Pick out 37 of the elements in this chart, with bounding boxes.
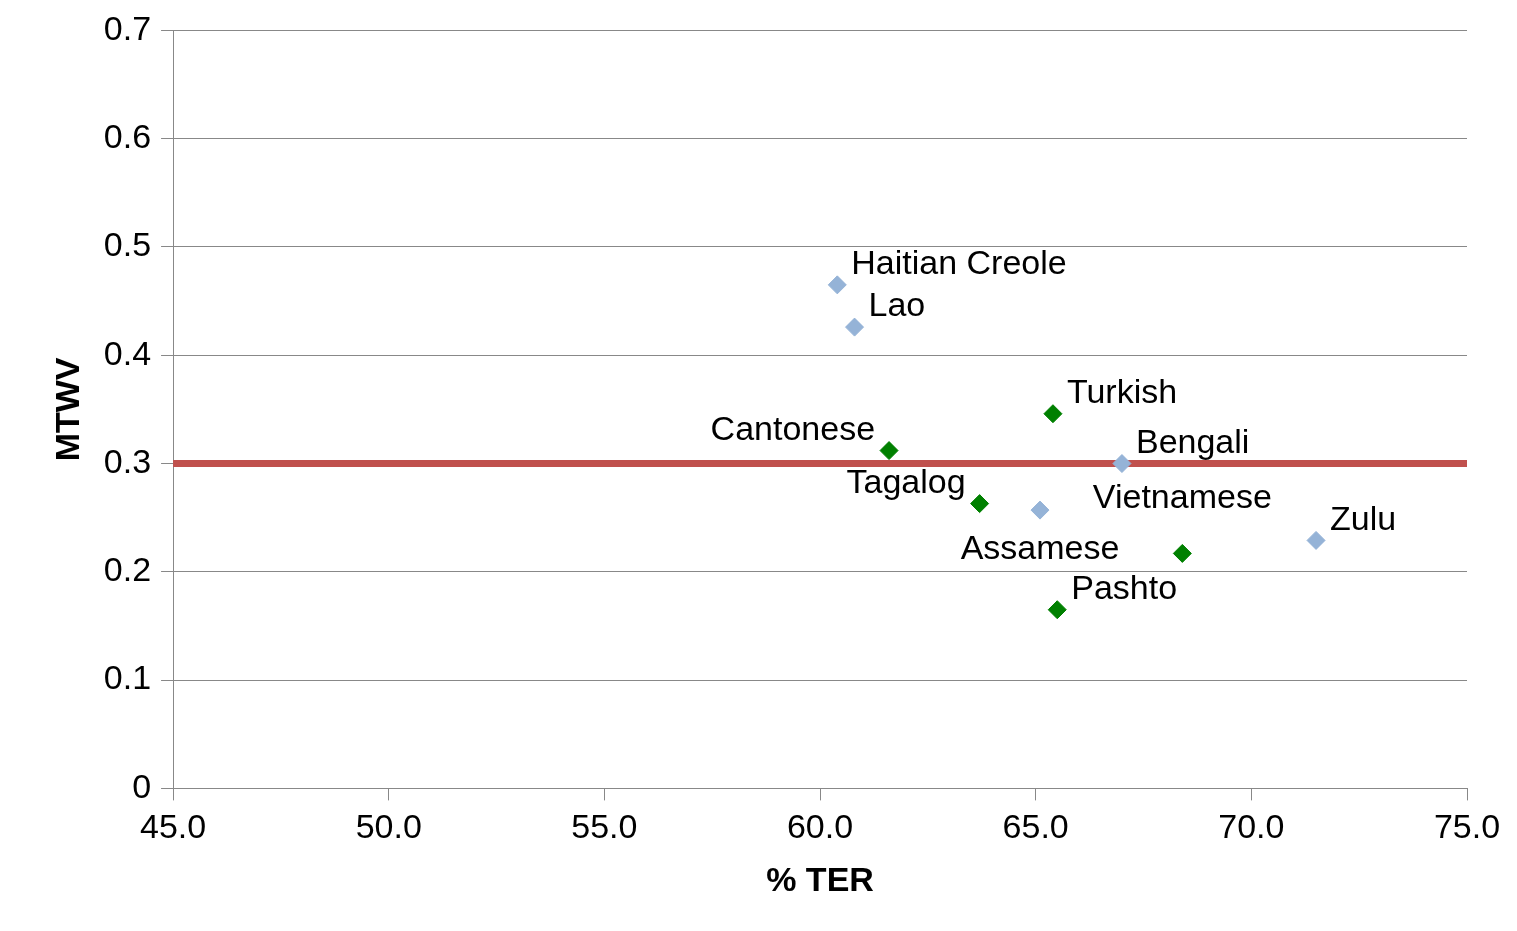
annotation: Bengali [1135,421,1250,460]
point [845,317,865,337]
y-tick-label: 0.2 [103,550,152,589]
y-axis-title: MTWV [47,357,86,462]
x-tick-label: 70.0 [1218,807,1285,846]
y-tick-label: 0 [132,766,152,805]
annotation: Haitian Creole [851,243,1067,282]
annotation: Vietnamese [1092,476,1272,515]
annotation: Lao [868,285,926,324]
y-tick-label: 0.4 [103,333,152,372]
point [1112,454,1132,474]
x-tick-label: 60.0 [786,807,854,846]
point [1047,600,1067,620]
y-tick-label: 0.5 [103,225,152,264]
annotation: Pashto [1071,568,1178,607]
x-tick-label: 65.0 [1002,807,1069,846]
x-tick-label: 45.0 [139,807,207,846]
point [1043,404,1063,424]
y-tick-label: 0.1 [103,658,152,697]
y-tick-label: 0.3 [103,441,152,480]
point [1030,500,1050,520]
point [970,494,990,514]
point [879,441,899,461]
y-tick-label: 0.6 [103,117,152,156]
y-tick-label: 0.7 [103,8,152,47]
x-tick-label: 55.0 [571,807,638,846]
x-tick-label: 75.0 [1433,807,1501,846]
annotation: Cantonese [710,408,876,447]
point [827,275,847,295]
annotation: Zulu [1330,498,1397,537]
annotation: Turkish [1066,372,1178,411]
x-tick-label: 50.0 [355,807,422,846]
x-axis-title: % TER [766,859,874,898]
point [1172,543,1192,563]
point [1306,530,1326,550]
annotation: Assamese [960,528,1120,567]
annotation: Tagalog [846,461,966,500]
